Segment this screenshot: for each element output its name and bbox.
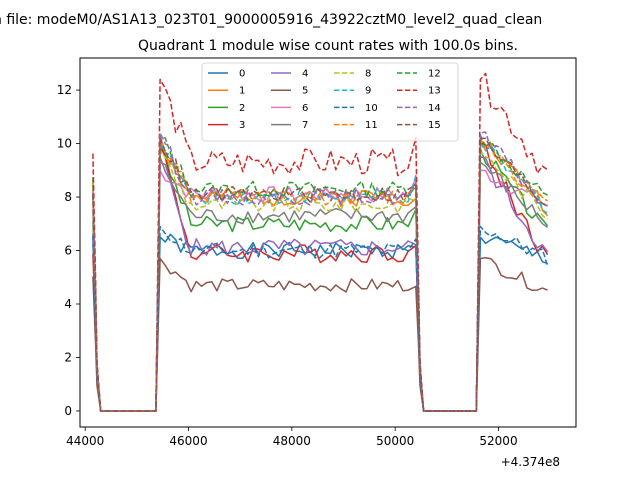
y-tick-label: 12 [57, 83, 72, 97]
series-line-14 [92, 131, 549, 412]
legend-label-8: 8 [365, 69, 371, 80]
figure-suptitle: n file: modeM0/AS1A13_023T01_9000005916_… [0, 12, 542, 28]
legend-label-9: 9 [365, 86, 371, 97]
plot-frame [79, 57, 577, 428]
legend-label-14: 14 [428, 103, 441, 114]
legend-label-6: 6 [302, 103, 308, 114]
y-tick-label: 6 [64, 244, 72, 258]
y-tick-label: 2 [64, 350, 72, 364]
x-offset-label: +4.374e8 [501, 455, 560, 469]
series-lines [92, 72, 549, 412]
series-line-12 [92, 134, 548, 412]
legend-label-3: 3 [239, 120, 245, 131]
legend-label-1: 1 [239, 86, 245, 97]
x-tick-label: 46000 [169, 434, 207, 448]
series-line-7 [92, 161, 549, 412]
legend-box [201, 62, 459, 142]
legend-label-2: 2 [239, 103, 245, 114]
series-line-4 [92, 156, 549, 412]
legend-label-10: 10 [365, 103, 378, 114]
x-tick-label: 48000 [273, 434, 311, 448]
x-tick-label: 50000 [376, 434, 414, 448]
series-line-15 [92, 137, 548, 412]
chart-title: Quadrant 1 module wise count rates with … [138, 38, 518, 54]
y-tick-label: 8 [64, 190, 72, 204]
y-tick-label: 10 [57, 137, 72, 151]
x-tick-label: 52000 [479, 434, 517, 448]
legend-label-15: 15 [428, 120, 441, 131]
legend-label-7: 7 [302, 120, 308, 131]
y-tick-label: 4 [64, 297, 72, 311]
series-line-8 [92, 150, 549, 412]
legend-label-11: 11 [365, 120, 378, 131]
x-tick-label: 44000 [66, 434, 104, 448]
legend-label-0: 0 [239, 69, 245, 80]
series-line-5 [92, 257, 548, 412]
legend-label-4: 4 [302, 69, 308, 80]
legend-label-5: 5 [302, 86, 308, 97]
legend-label-12: 12 [428, 69, 441, 80]
series-line-10 [92, 225, 549, 412]
y-tick-label: 0 [64, 404, 72, 418]
legend-label-13: 13 [428, 86, 441, 97]
